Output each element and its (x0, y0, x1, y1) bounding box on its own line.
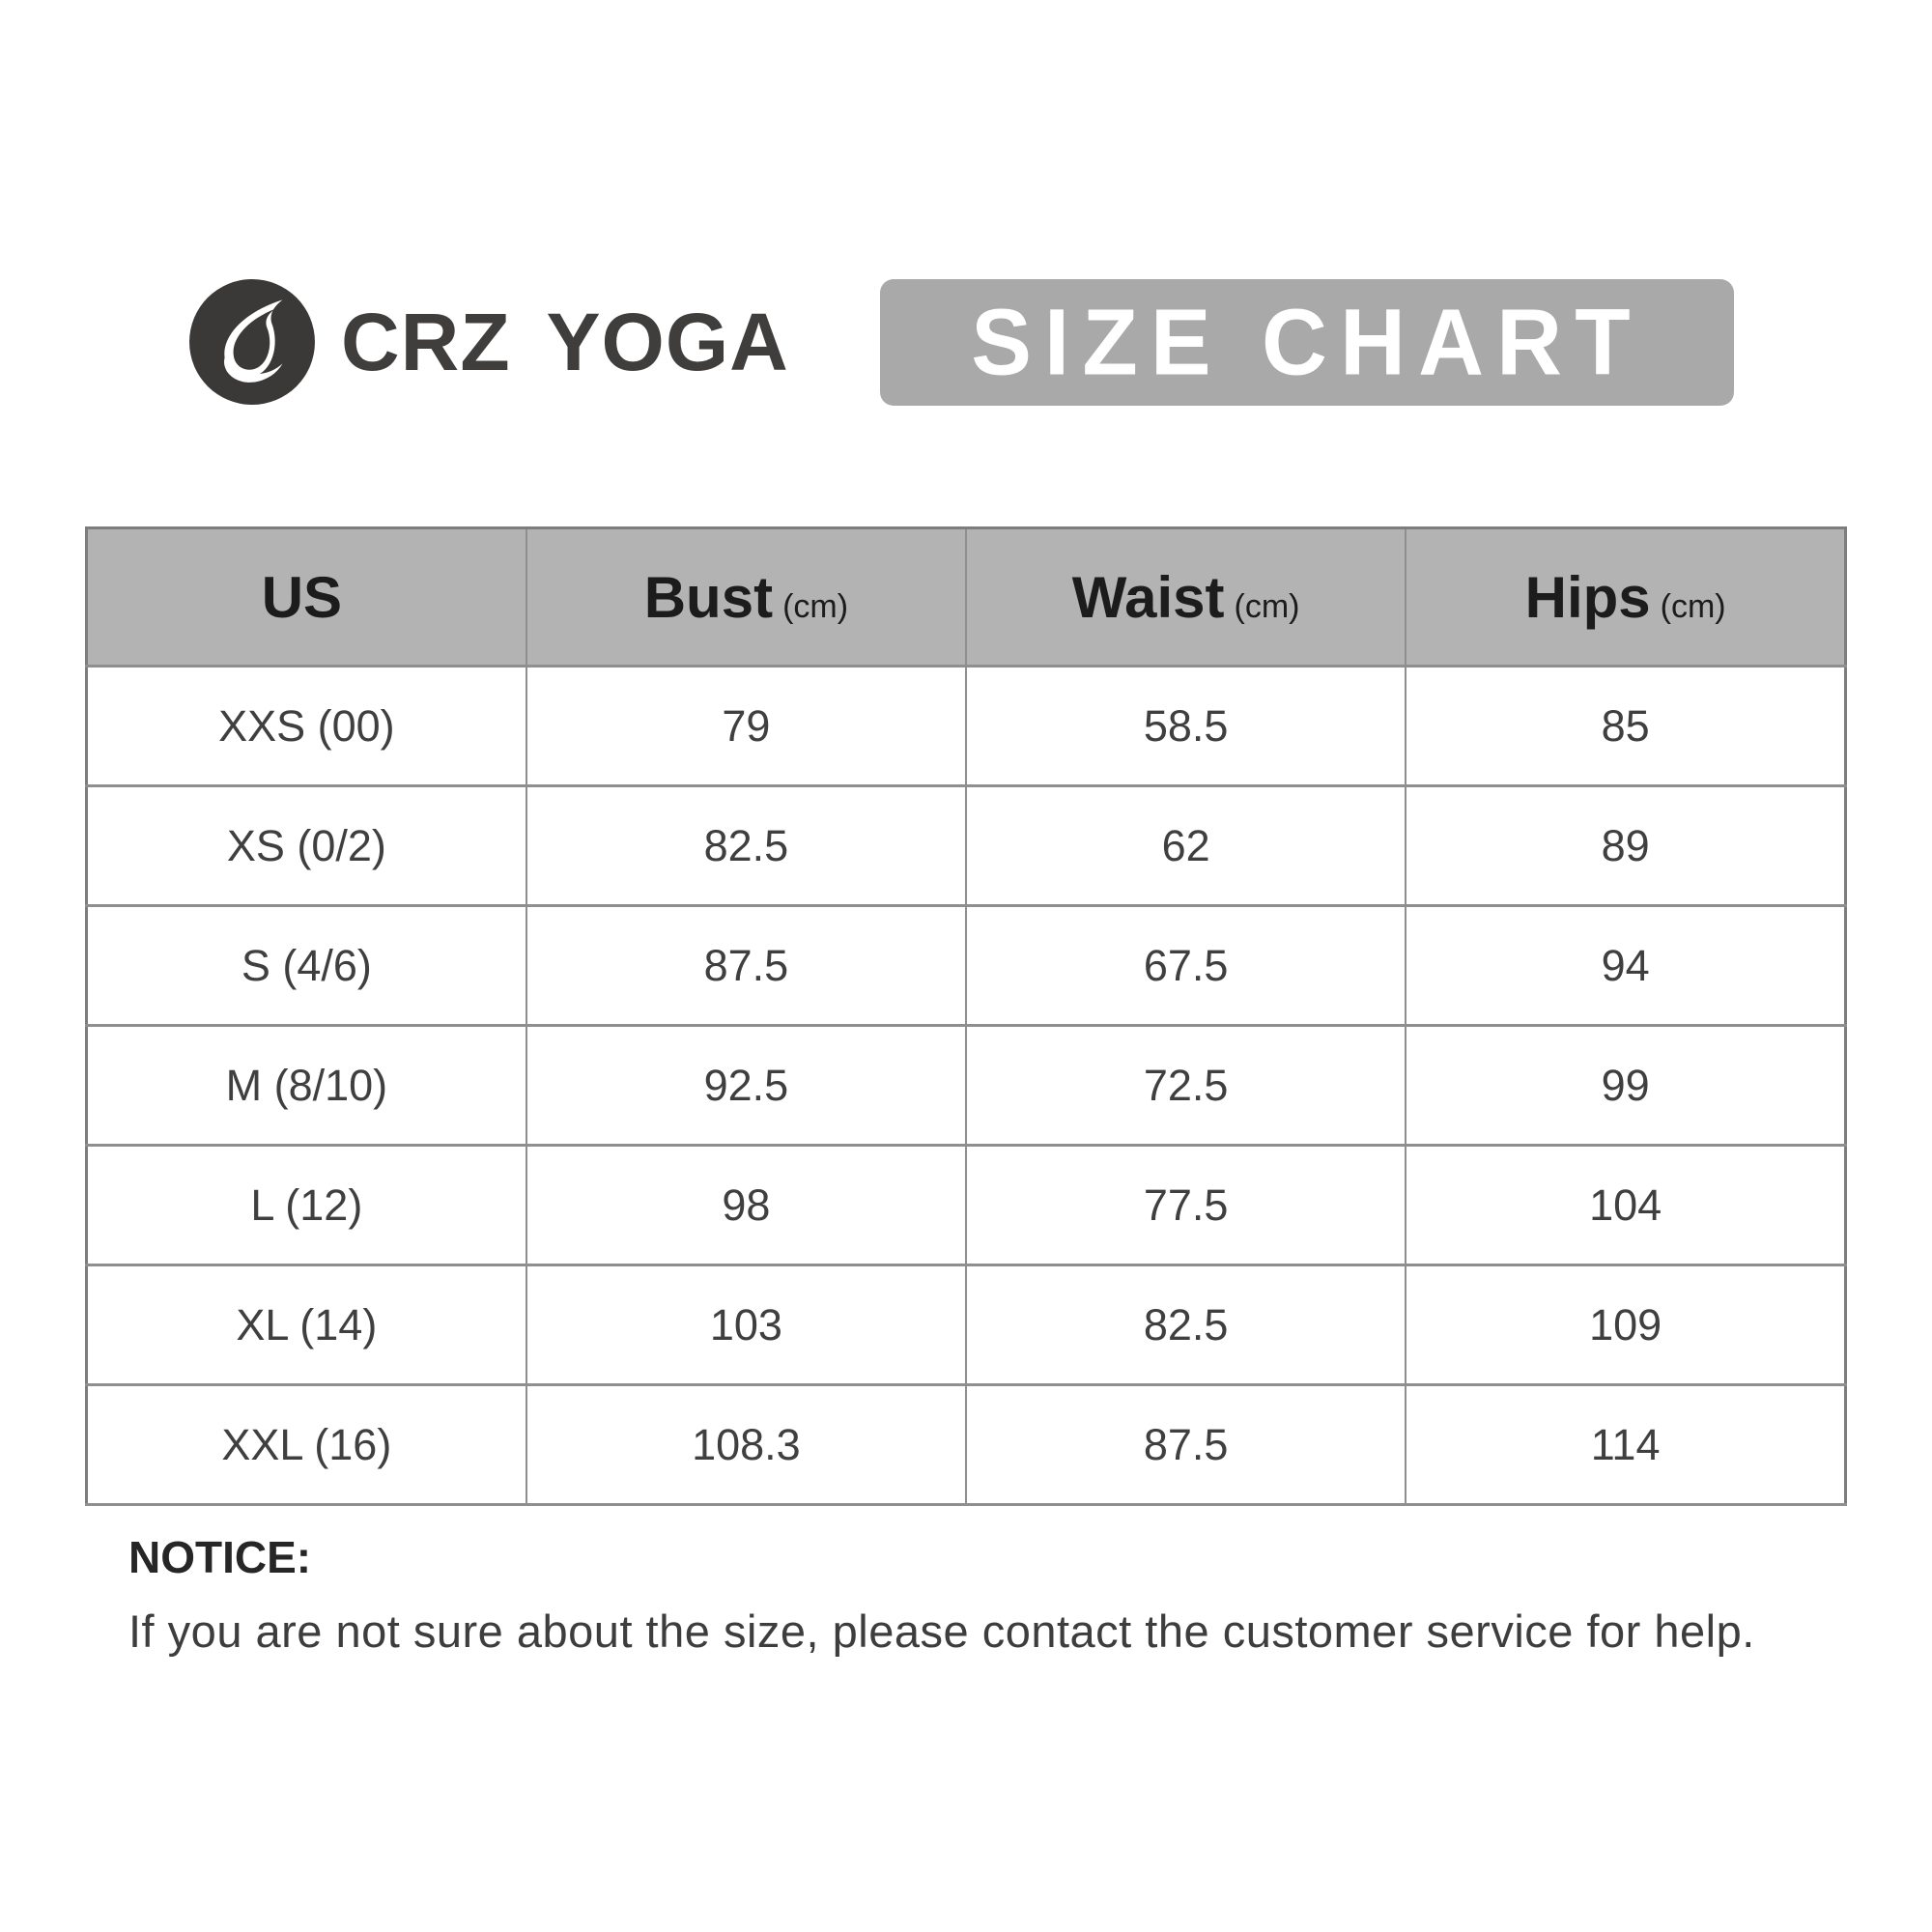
crz-leaf-icon (189, 279, 315, 405)
column-label: Hips (1524, 564, 1651, 630)
column-header-us: US (85, 526, 527, 668)
cell-hips: 104 (1405, 1144, 1847, 1266)
size-table-header: US Bust (cm) Waist (cm) Hips (cm) (85, 526, 1847, 668)
cell-hips: 99 (1405, 1024, 1847, 1147)
cell-bust: 79 (525, 665, 968, 787)
table-row: M (8/10) 92.5 72.5 99 (85, 1024, 1847, 1147)
column-label: Waist (1071, 564, 1225, 630)
size-table-body: XXS (00) 79 58.5 85 XS (0/2) 82.5 62 89 … (85, 665, 1847, 1506)
table-row: XXL (16) 108.3 87.5 114 (85, 1383, 1847, 1506)
cell-bust: 92.5 (525, 1024, 968, 1147)
brand-wordmark: CRZ YOGA (341, 296, 789, 387)
notice-text: If you are not sure about the size, plea… (128, 1605, 1755, 1657)
column-unit: (cm) (1660, 587, 1726, 625)
header-row: US Bust (cm) Waist (cm) Hips (cm) (85, 526, 1847, 668)
banner-title: SIZE CHART (971, 288, 1643, 395)
column-header-bust: Bust (cm) (525, 526, 968, 668)
cell-bust: 108.3 (525, 1383, 968, 1506)
table-row: XL (14) 103 82.5 109 (85, 1264, 1847, 1386)
cell-size: XXL (16) (85, 1383, 527, 1506)
cell-size: L (12) (85, 1144, 527, 1266)
column-header-hips: Hips (cm) (1405, 526, 1847, 668)
cell-waist: 87.5 (964, 1383, 1407, 1506)
size-chart-banner: SIZE CHART (880, 278, 1734, 406)
column-label: US (261, 564, 343, 630)
table-row: S (4/6) 87.5 67.5 94 (85, 904, 1847, 1027)
cell-size: XXS (00) (85, 665, 527, 787)
size-table: US Bust (cm) Waist (cm) Hips (cm) XXS (00) … (85, 526, 1847, 1506)
column-unit: (cm) (1234, 587, 1300, 625)
cell-waist: 62 (964, 784, 1407, 907)
cell-waist: 58.5 (964, 665, 1407, 787)
column-label: Bust (643, 564, 774, 630)
notice-section: NOTICE: If you are not sure about the si… (128, 1531, 1816, 1658)
notice-heading: NOTICE: (128, 1532, 312, 1582)
cell-waist: 67.5 (964, 904, 1407, 1027)
column-header-waist: Waist (cm) (964, 526, 1407, 668)
header: CRZ YOGA SIZE CHART (188, 277, 1734, 407)
table-row: XS (0/2) 82.5 62 89 (85, 784, 1847, 907)
cell-size: S (4/6) (85, 904, 527, 1027)
column-unit: (cm) (782, 587, 849, 625)
cell-bust: 98 (525, 1144, 968, 1266)
table-row: XXS (00) 79 58.5 85 (85, 665, 1847, 787)
table-row: L (12) 98 77.5 104 (85, 1144, 1847, 1266)
cell-hips: 85 (1405, 665, 1847, 787)
cell-bust: 103 (525, 1264, 968, 1386)
cell-hips: 109 (1405, 1264, 1847, 1386)
cell-size: XS (0/2) (85, 784, 527, 907)
cell-waist: 72.5 (964, 1024, 1407, 1147)
cell-waist: 82.5 (964, 1264, 1407, 1386)
cell-bust: 87.5 (525, 904, 968, 1027)
cell-size: M (8/10) (85, 1024, 527, 1147)
cell-hips: 114 (1405, 1383, 1847, 1506)
cell-bust: 82.5 (525, 784, 968, 907)
cell-hips: 89 (1405, 784, 1847, 907)
cell-hips: 94 (1405, 904, 1847, 1027)
cell-waist: 77.5 (964, 1144, 1407, 1266)
cell-size: XL (14) (85, 1264, 527, 1386)
